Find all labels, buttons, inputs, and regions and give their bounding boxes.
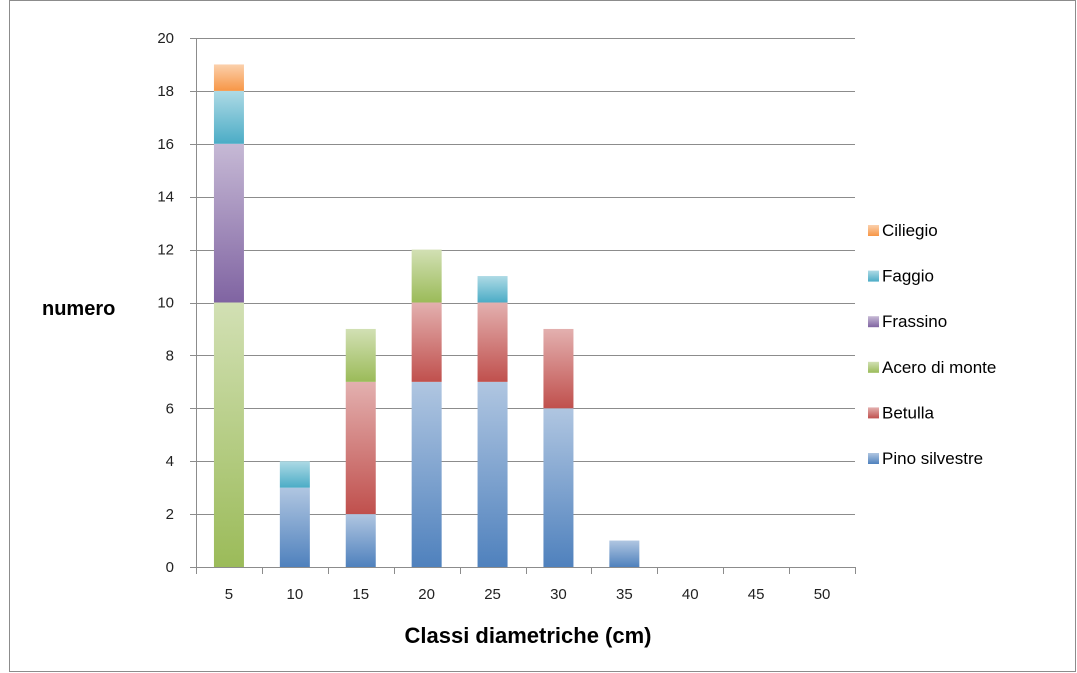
bar-segment-pino-silvestre-25 bbox=[477, 381, 508, 567]
legend-label: Faggio bbox=[882, 267, 934, 286]
x-tick-label: 20 bbox=[418, 586, 435, 603]
y-tick-label: 10 bbox=[157, 295, 174, 312]
x-tick-label: 35 bbox=[616, 586, 633, 603]
legend-swatch bbox=[868, 453, 879, 464]
legend-swatch bbox=[868, 316, 879, 328]
axes bbox=[190, 38, 856, 574]
y-tick-label: 2 bbox=[166, 506, 174, 523]
x-tick-label: 5 bbox=[225, 586, 233, 603]
bar-segment-acero-di-monte-20 bbox=[411, 249, 442, 303]
bars bbox=[213, 64, 640, 567]
x-axis-title: Classi diametriche (cm) bbox=[405, 623, 652, 648]
bar-segment-frassino-5 bbox=[213, 143, 244, 303]
legend-label: Frassino bbox=[882, 312, 947, 331]
chart-border bbox=[9, 0, 1076, 672]
bar-segment-ciliegio-5 bbox=[213, 64, 244, 91]
legend: Ciliegio Faggio Frassino Acero di monte Betu… bbox=[868, 221, 996, 468]
legend-label: Betulla bbox=[882, 403, 935, 422]
legend-item-ciliegio: Ciliegio bbox=[868, 221, 938, 240]
bar-segment-faggio-10 bbox=[279, 461, 310, 488]
bar-segment-faggio-5 bbox=[213, 90, 244, 144]
x-tick-label: 50 bbox=[814, 586, 831, 603]
bar-segment-pino-silvestre-15 bbox=[345, 514, 376, 567]
legend-item-betulla: Betulla bbox=[868, 403, 935, 422]
legend-swatch bbox=[868, 361, 879, 373]
x-tick-label: 25 bbox=[484, 586, 501, 603]
bar-segment-pino-silvestre-20 bbox=[411, 381, 442, 567]
y-tick-label: 14 bbox=[157, 189, 174, 206]
bar-segment-faggio-25 bbox=[477, 276, 508, 303]
legend-swatch bbox=[868, 270, 879, 282]
y-axis-title: numero bbox=[42, 298, 115, 320]
x-tick-labels: 5 10 15 20 25 30 35 40 45 50 bbox=[225, 586, 831, 603]
legend-label: Acero di monte bbox=[882, 358, 996, 377]
x-tick-label: 10 bbox=[287, 586, 304, 603]
legend-swatch bbox=[868, 407, 879, 419]
x-tick-label: 15 bbox=[352, 586, 369, 603]
legend-label: Pino silvestre bbox=[882, 449, 983, 468]
bar-segment-betulla-15 bbox=[345, 381, 376, 515]
x-tick-label: 30 bbox=[550, 586, 567, 603]
y-tick-label: 18 bbox=[157, 83, 174, 100]
y-tick-label: 20 bbox=[157, 30, 174, 47]
bar-segment-pino-silvestre-10 bbox=[279, 487, 310, 567]
y-tick-label: 16 bbox=[157, 136, 174, 153]
legend-item-acero-di-monte: Acero di monte bbox=[868, 358, 996, 377]
y-tick-label: 12 bbox=[157, 242, 174, 259]
x-tick-label: 40 bbox=[682, 586, 699, 603]
y-tick-label: 0 bbox=[166, 559, 174, 576]
legend-label: Ciliegio bbox=[882, 221, 938, 240]
bar-segment-betulla-30 bbox=[543, 328, 574, 409]
legend-item-faggio: Faggio bbox=[868, 267, 934, 286]
legend-item-pino-silvestre: Pino silvestre bbox=[868, 449, 983, 468]
y-tick-labels: 0 2 4 6 8 10 12 14 16 18 20 bbox=[157, 30, 174, 576]
legend-swatch bbox=[868, 225, 879, 236]
bar-segment-betulla-25 bbox=[477, 302, 508, 382]
bar-segment-acero-di-monte-15 bbox=[345, 328, 376, 382]
bar-segment-betulla-20 bbox=[411, 302, 442, 382]
y-tick-label: 4 bbox=[166, 453, 174, 470]
y-tick-label: 6 bbox=[166, 400, 174, 417]
bar-segment-pino-silvestre-35 bbox=[609, 540, 640, 567]
legend-item-frassino: Frassino bbox=[868, 312, 947, 331]
bar-segment-acero-di-monte-5 bbox=[213, 302, 244, 567]
y-tick-label: 8 bbox=[166, 347, 174, 364]
x-tick-label: 45 bbox=[748, 586, 765, 603]
bar-segment-pino-silvestre-30 bbox=[543, 408, 574, 567]
